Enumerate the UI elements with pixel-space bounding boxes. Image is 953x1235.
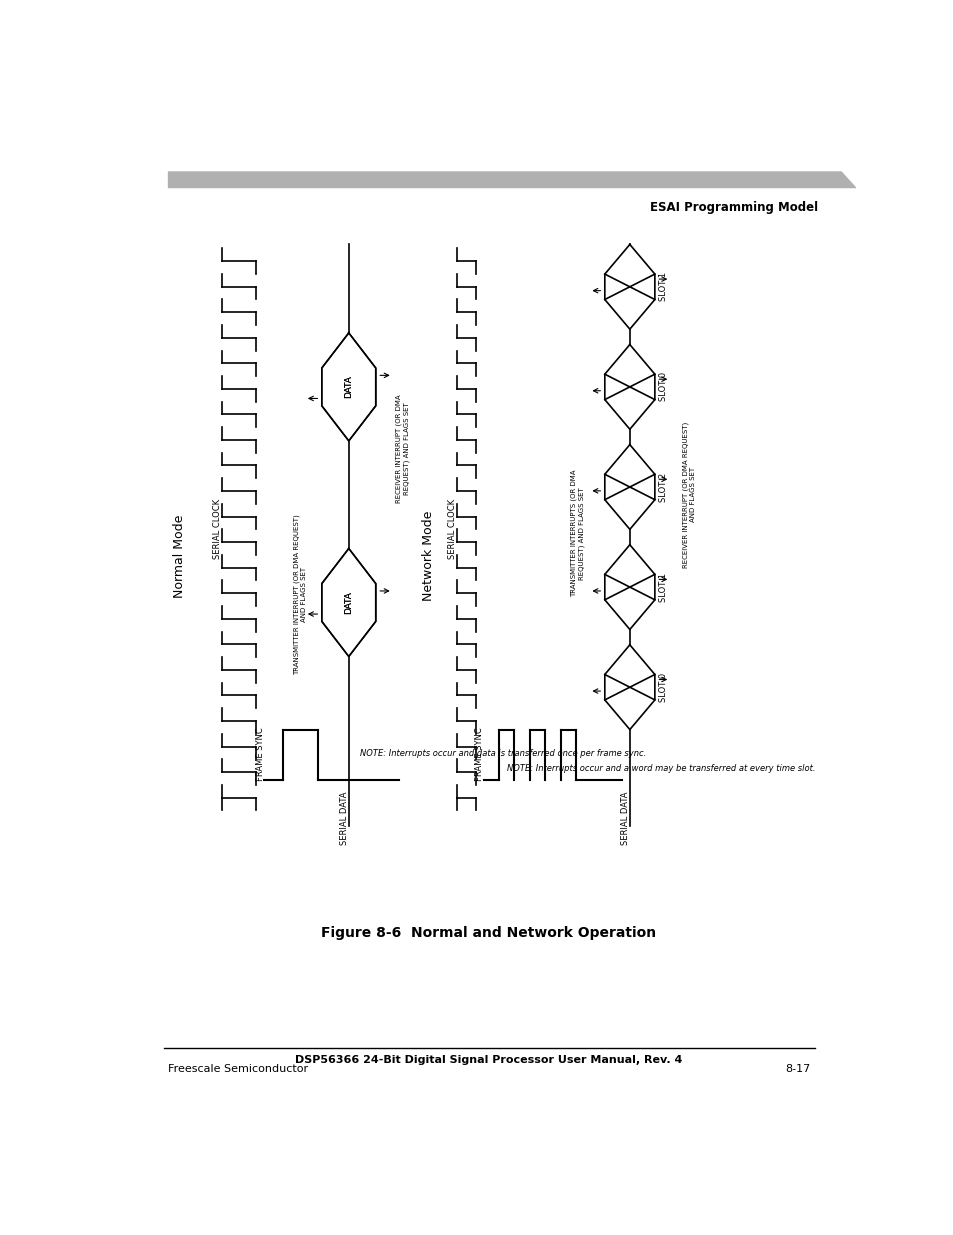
Text: DATA: DATA: [344, 375, 353, 399]
Text: SERIAL CLOCK: SERIAL CLOCK: [448, 499, 456, 559]
Text: SLOT 2: SLOT 2: [658, 473, 667, 501]
Text: ESAI Programming Model: ESAI Programming Model: [650, 200, 818, 214]
Text: DATA: DATA: [344, 375, 353, 399]
Text: TRANSMITTER INTERRUPTS (OR DMA
REQUEST) AND FLAGS SET: TRANSMITTER INTERRUPTS (OR DMA REQUEST) …: [570, 469, 584, 597]
Text: NOTE: Interrupts occur and data is transferred once per frame sync.: NOTE: Interrupts occur and data is trans…: [360, 748, 646, 758]
Polygon shape: [604, 445, 654, 530]
Polygon shape: [322, 333, 375, 440]
Text: SLOT 0: SLOT 0: [658, 673, 667, 701]
Text: SERIAL DATA: SERIAL DATA: [620, 792, 630, 845]
Text: Network Mode: Network Mode: [421, 511, 435, 601]
Text: TRANSMITTER INTERRUPT (OR DMA REQUEST)
AND FLAGS SET: TRANSMITTER INTERRUPT (OR DMA REQUEST) A…: [294, 515, 307, 676]
Text: SERIAL DATA: SERIAL DATA: [340, 792, 349, 845]
Text: DATA: DATA: [344, 592, 353, 614]
Polygon shape: [604, 245, 654, 330]
Text: 8-17: 8-17: [784, 1065, 810, 1074]
Text: RECEIVER INTERRUPT (OR DMA REQUEST)
AND FLAGS SET: RECEIVER INTERRUPT (OR DMA REQUEST) AND …: [682, 421, 696, 568]
Polygon shape: [322, 550, 375, 656]
Polygon shape: [168, 172, 856, 188]
Text: FRAME SYNC: FRAME SYNC: [475, 727, 484, 782]
Text: NOTE: Interrupts occur and a word may be transferred at every time slot.: NOTE: Interrupts occur and a word may be…: [506, 764, 814, 773]
Text: SLOT 1: SLOT 1: [658, 573, 667, 601]
Text: Normal Mode: Normal Mode: [172, 515, 186, 598]
Text: FRAME SYNC: FRAME SYNC: [255, 727, 264, 782]
Text: SLOT 1: SLOT 1: [658, 272, 667, 301]
Text: Freescale Semiconductor: Freescale Semiconductor: [168, 1065, 308, 1074]
Text: SERIAL CLOCK: SERIAL CLOCK: [213, 499, 222, 559]
Text: RECEIVER INTERRUPT (OR DMA
REQUEST) AND FLAGS SET: RECEIVER INTERRUPT (OR DMA REQUEST) AND …: [395, 394, 409, 503]
Text: DATA: DATA: [344, 592, 353, 614]
Text: SLOT 0: SLOT 0: [658, 372, 667, 401]
Text: Figure 8-6  Normal and Network Operation: Figure 8-6 Normal and Network Operation: [321, 926, 656, 940]
Polygon shape: [604, 645, 654, 730]
Polygon shape: [604, 345, 654, 430]
Text: DSP56366 24-Bit Digital Signal Processor User Manual, Rev. 4: DSP56366 24-Bit Digital Signal Processor…: [294, 1055, 682, 1066]
Polygon shape: [604, 545, 654, 630]
